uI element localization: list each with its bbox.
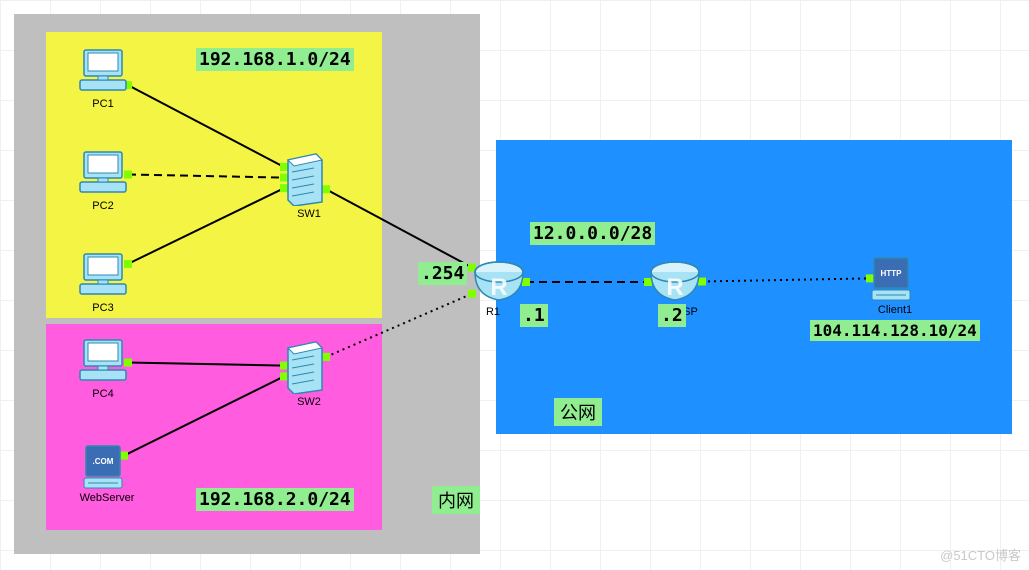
- pc3-icon: [78, 252, 128, 300]
- switch2-icon: [284, 338, 326, 394]
- subnet2-cidr-label: 192.168.2.0/24: [196, 488, 354, 511]
- isp-addr-label: .2: [658, 304, 686, 327]
- switch2-label: SW2: [269, 396, 349, 408]
- client1-icon: HTTP: [870, 254, 912, 302]
- intranet-zone-label: 内网: [432, 486, 480, 514]
- router-isp-icon: R: [648, 260, 702, 304]
- subnet1-cidr-label: 192.168.1.0/24: [196, 48, 354, 71]
- pc4-icon: [78, 338, 128, 386]
- client-ip-label: 104.114.128.10/24: [810, 320, 980, 341]
- svg-text:R: R: [490, 274, 507, 301]
- switch1-icon: [284, 150, 326, 206]
- svg-text:HTTP: HTTP: [881, 269, 903, 278]
- pc4-label: PC4: [63, 388, 143, 400]
- client1-label: Client1: [855, 304, 935, 316]
- pc3-label: PC3: [63, 302, 143, 314]
- r1-outside-addr-label: .1: [520, 304, 548, 327]
- public-zone-label: 公网: [554, 398, 602, 426]
- pc2-label: PC2: [63, 200, 143, 212]
- svg-text:R: R: [666, 274, 683, 301]
- pc1-label: PC1: [63, 98, 143, 110]
- wan-cidr-label: 12.0.0.0/28: [530, 222, 655, 245]
- svg-text:.COM: .COM: [93, 457, 114, 466]
- r1-inside-addr-label: .254: [418, 262, 467, 285]
- watermark: @51CTO博客: [940, 545, 1021, 564]
- webserver-label: WebServer: [67, 492, 147, 504]
- pc2-icon: [78, 150, 128, 198]
- webserver-icon: .COM: [82, 442, 124, 490]
- pc1-icon: [78, 48, 128, 96]
- public-net-region: [496, 140, 1012, 434]
- router1-icon: R: [472, 260, 526, 304]
- switch1-label: SW1: [269, 208, 349, 220]
